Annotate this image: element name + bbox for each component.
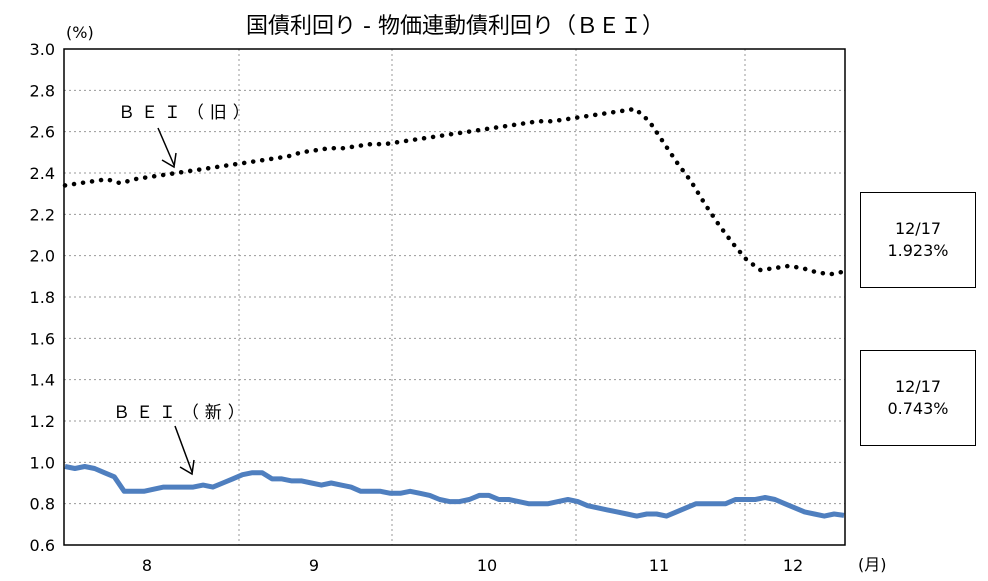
callout-bei-old-date: 12/17 bbox=[894, 219, 942, 238]
series-bei-old-line bbox=[62, 106, 847, 277]
y-tick-label: 1.8 bbox=[30, 288, 55, 307]
y-tick-label: 2.0 bbox=[30, 247, 55, 266]
x-tick-label: 11 bbox=[649, 556, 669, 575]
y-axis-ticks: 0.6 0.8 1.0 1.2 1.4 1.6 1.8 2.0 2.2 2.4 2.6 2.8 3.0 bbox=[30, 40, 55, 555]
annotation-bei-new-arrow bbox=[174, 425, 195, 476]
y-tick-label: 1.4 bbox=[30, 371, 55, 390]
callout-bei-old-value: 1.923% bbox=[887, 241, 949, 260]
y-tick-label: 0.8 bbox=[30, 495, 55, 514]
x-tick-label: 9 bbox=[309, 556, 319, 575]
y-tick-label: 1.0 bbox=[30, 453, 55, 472]
y-tick-label: 1.2 bbox=[30, 412, 55, 431]
callout-bei-new-value: 0.743% bbox=[887, 399, 949, 418]
x-tick-label: 8 bbox=[142, 556, 152, 575]
callout-bei-old: 12/17 1.923% bbox=[860, 192, 976, 288]
x-tick-label: 10 bbox=[477, 556, 497, 575]
y-tick-label: 2.2 bbox=[30, 205, 55, 224]
annotation-bei-old-label: ＢＥＩ（旧） bbox=[118, 103, 256, 123]
annotation-bei-new-label: ＢＥＩ（新） bbox=[113, 403, 251, 423]
y-tick-label: 0.6 bbox=[30, 536, 55, 555]
x-axis-ticks: 8 9 10 11 12 bbox=[142, 556, 803, 575]
annotation-bei-old-arrow bbox=[157, 127, 177, 169]
series-bei-new-line bbox=[64, 464, 845, 519]
y-tick-label: 1.6 bbox=[30, 329, 55, 348]
x-tick-label: 12 bbox=[783, 556, 803, 575]
y-tick-label: 2.8 bbox=[30, 81, 55, 100]
chart-title: 国債利回り - 物価連動債利回り（ＢＥＩ） bbox=[246, 14, 664, 39]
callout-bei-new-date: 12/17 bbox=[894, 377, 942, 396]
callout-bei-new: 12/17 0.743% bbox=[860, 350, 976, 446]
grid-lines bbox=[64, 49, 845, 545]
series-lines bbox=[62, 106, 847, 519]
y-tick-label: 3.0 bbox=[30, 40, 55, 59]
plot-frame bbox=[63, 48, 846, 546]
x-unit-label: (月) bbox=[858, 555, 887, 574]
y-unit-label: (%) bbox=[66, 23, 94, 42]
y-tick-label: 2.4 bbox=[30, 164, 55, 183]
y-tick-label: 2.6 bbox=[30, 123, 55, 142]
